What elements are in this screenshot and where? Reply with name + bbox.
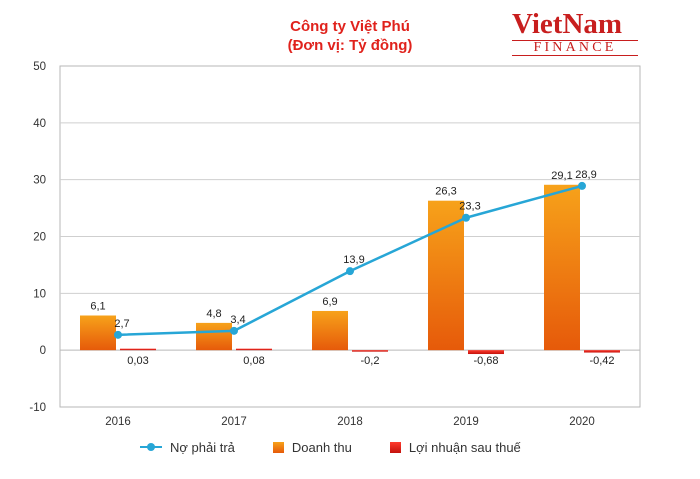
legend-line-marker	[140, 443, 162, 451]
legend-revenue-swatch	[272, 441, 284, 453]
y-tick-label: 0	[40, 345, 46, 357]
legend-label-profit: Lợi nhuận sau thuế	[408, 439, 521, 455]
profit-bar	[236, 348, 272, 351]
profit-bar	[120, 348, 156, 351]
y-tick-label: 30	[33, 175, 46, 187]
revenue-data-label: 4,8	[206, 308, 221, 320]
x-tick-label: 2018	[337, 416, 363, 428]
chart-subtitle: (Đơn vị: Tỷ đồng)	[287, 37, 413, 54]
y-tick-label: 10	[33, 288, 46, 300]
profit-data-label: 0,08	[243, 355, 264, 367]
x-tick-label: 2020	[569, 416, 595, 428]
liabilities-data-label: 13,9	[343, 254, 364, 266]
y-tick-label: 20	[33, 232, 46, 244]
profit-data-label: 0,03	[127, 355, 148, 367]
revenue-bar	[312, 310, 348, 351]
legend-item-liabilities: Nợ phải trả	[140, 440, 235, 455]
legend-item-profit: Lợi nhuận sau thuế	[389, 439, 521, 455]
legend-label-revenue: Doanh thu	[291, 439, 352, 455]
profit-bar	[584, 350, 620, 353]
liabilities-point	[578, 181, 586, 190]
chart-title: Công ty Việt Phú	[290, 18, 410, 35]
profit-data-label: -0,42	[589, 355, 614, 367]
revenue-bar	[196, 322, 232, 351]
x-tick-label: 2019	[453, 416, 479, 428]
legend-label-liabilities: Nợ phải trả	[170, 439, 235, 455]
x-tick-label: 2016	[105, 416, 131, 428]
revenue-data-label: 6,9	[322, 296, 337, 308]
logo-wordmark: VietNam	[512, 8, 623, 40]
revenue-bar	[544, 184, 580, 351]
liabilities-data-label: 28,9	[575, 169, 596, 181]
y-tick-label: -10	[29, 402, 46, 414]
revenue-bar	[80, 315, 116, 351]
chart-legend: Nợ phải trả Doanh thu Lợi nhuận sau thuế	[140, 437, 559, 457]
liabilities-point	[230, 326, 238, 335]
y-tick-label: 40	[33, 118, 46, 130]
liabilities-point	[462, 213, 470, 222]
profit-bar	[352, 350, 388, 352]
y-tick-label: 50	[33, 61, 46, 73]
legend-profit-swatch	[389, 441, 401, 453]
revenue-data-label: 26,3	[435, 186, 456, 198]
liabilities-data-label: 23,3	[459, 201, 480, 213]
revenue-data-label: 6,1	[90, 300, 105, 312]
revenue-bar	[428, 200, 464, 351]
legend-item-revenue: Doanh thu	[272, 439, 352, 455]
liabilities-point	[114, 330, 122, 339]
liabilities-point	[346, 267, 354, 276]
revenue-data-label: 29,1	[551, 170, 572, 182]
liabilities-data-label: 2,7	[114, 318, 129, 330]
logo-finance: FINANCE	[512, 40, 638, 56]
liabilities-data-label: 3,4	[230, 314, 245, 326]
profit-bar	[468, 350, 504, 355]
x-tick-label: 2017	[221, 416, 247, 428]
profit-data-label: -0,68	[473, 355, 498, 367]
profit-data-label: -0,2	[361, 355, 380, 367]
vietnamfinance-logo: VietNam FINANCE	[512, 8, 638, 56]
